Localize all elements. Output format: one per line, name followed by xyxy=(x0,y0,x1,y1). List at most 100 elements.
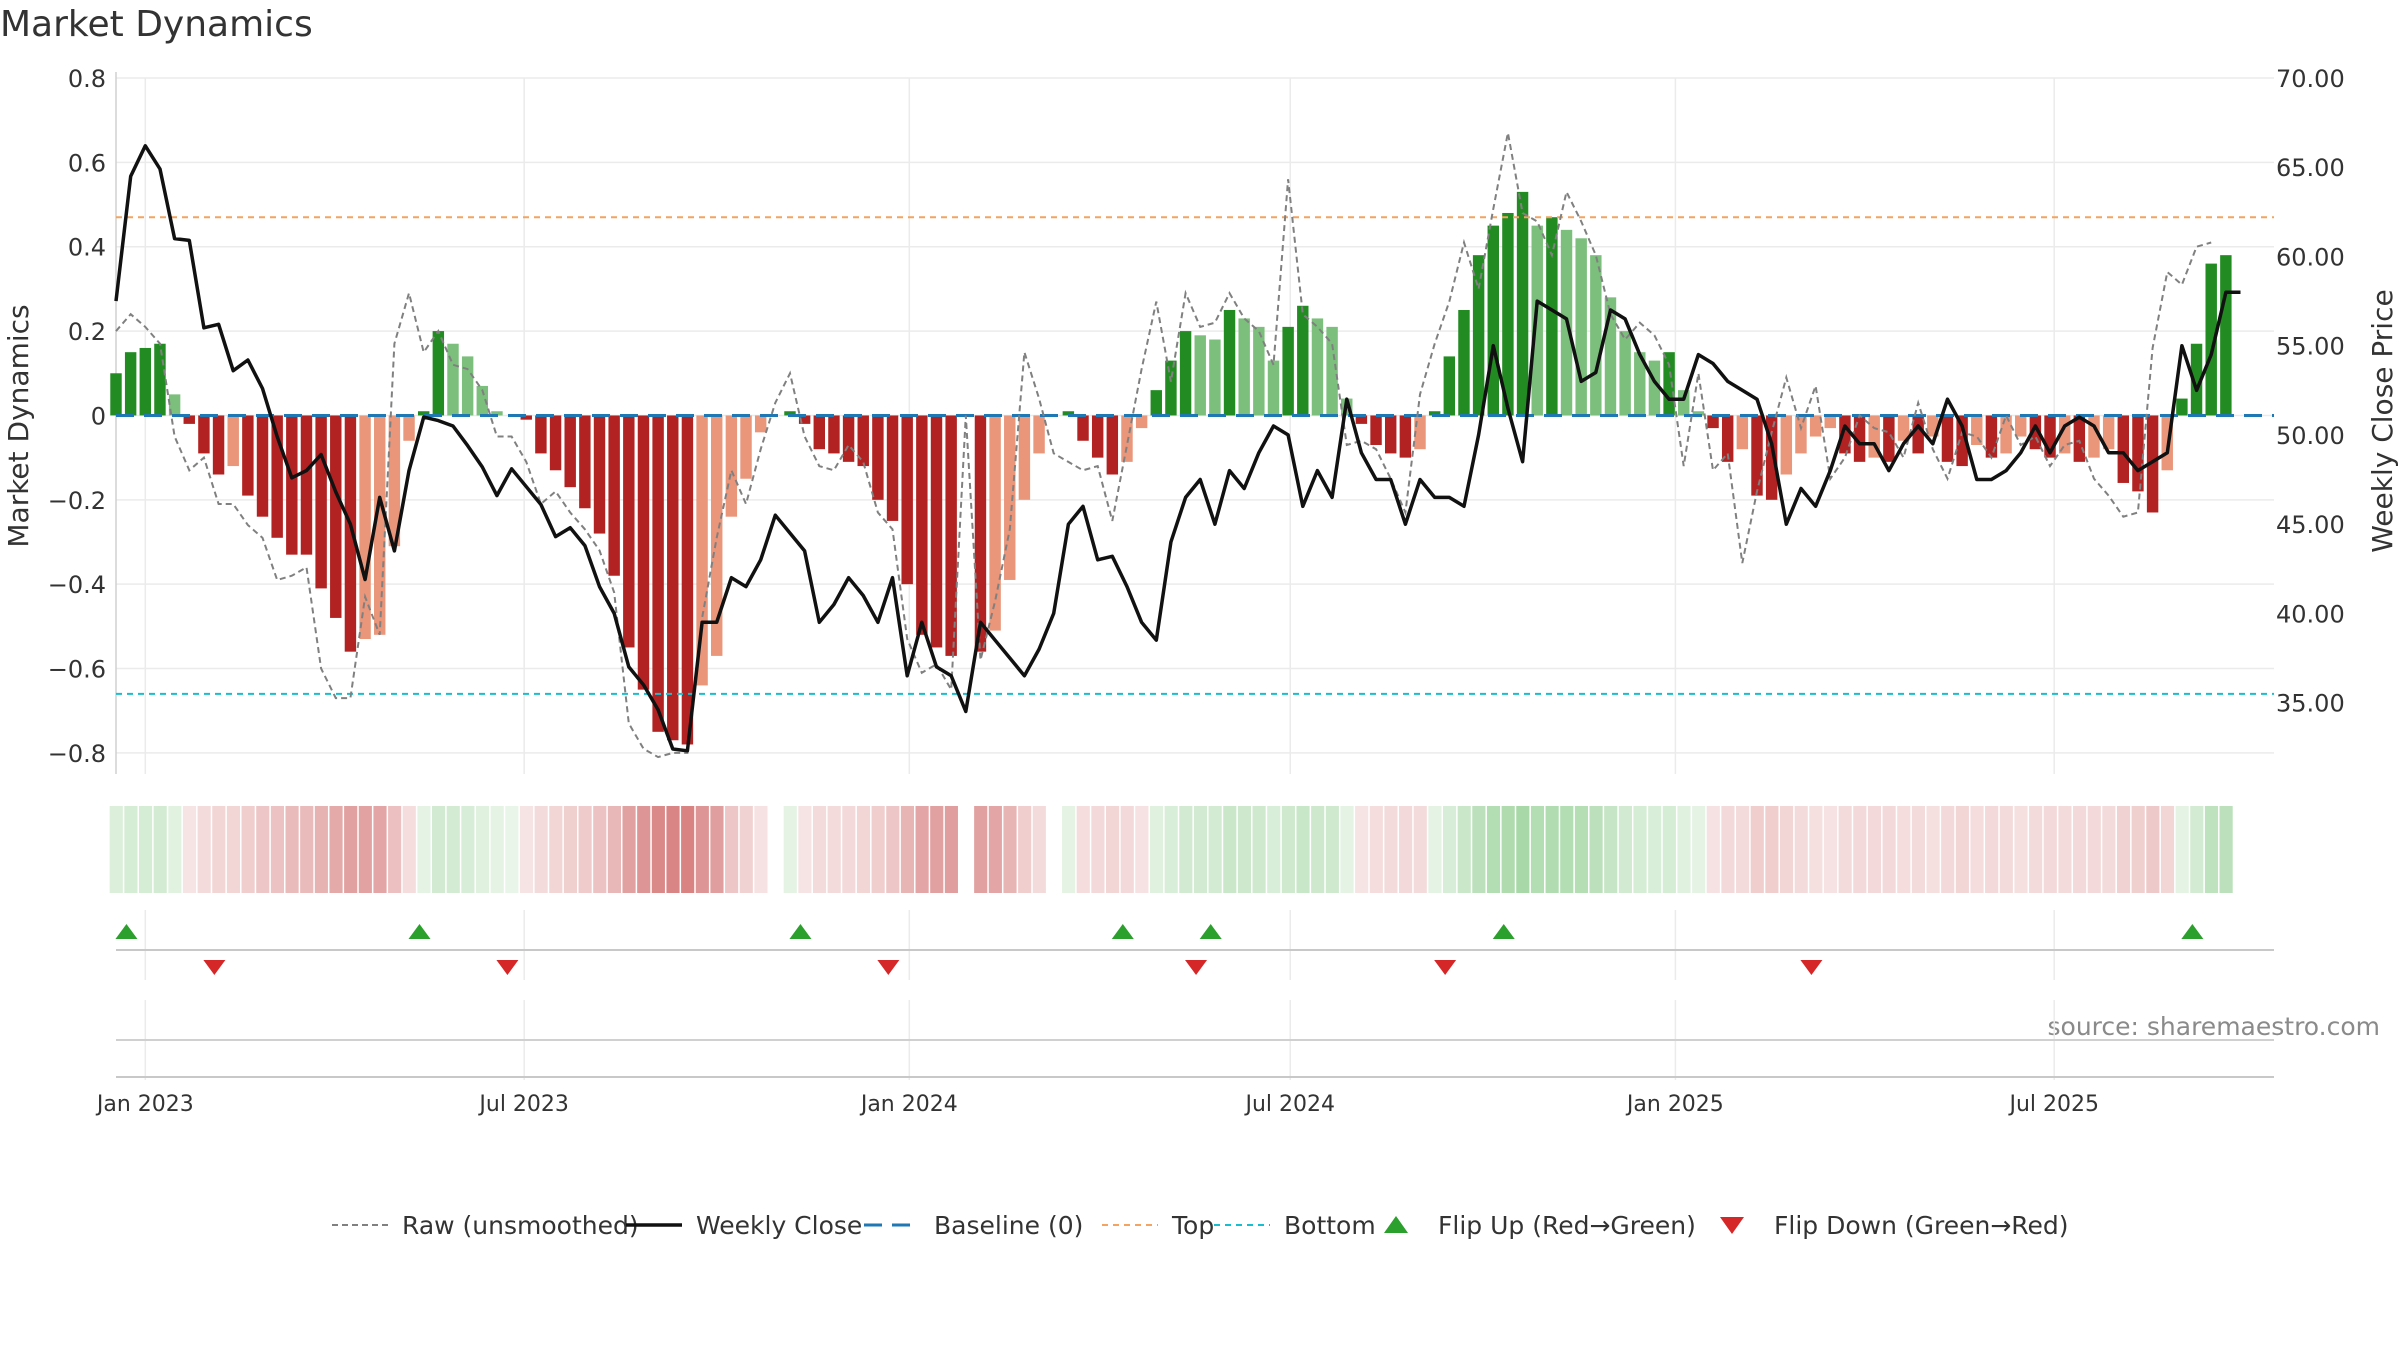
y-tick-label-left: −0.8 xyxy=(48,740,106,768)
momentum-bar xyxy=(447,343,459,416)
heatmap-cell xyxy=(153,806,167,893)
heatmap-cell xyxy=(1970,806,1984,893)
momentum-bar xyxy=(1091,415,1104,458)
heatmap-cell xyxy=(1281,806,1295,893)
momentum-bar xyxy=(1516,191,1529,416)
momentum-bar xyxy=(2205,263,2217,416)
heatmap-cell xyxy=(1486,806,1501,893)
heatmap-cell xyxy=(2175,806,2189,893)
heatmap-cell xyxy=(1179,806,1193,893)
momentum-bar xyxy=(2117,415,2130,483)
momentum-bar xyxy=(1179,331,1192,416)
flip-up-marker xyxy=(2181,924,2204,939)
momentum-bar xyxy=(1370,415,1382,445)
heatmap-cell xyxy=(1897,806,1911,893)
momentum-bar xyxy=(2176,398,2188,416)
heatmap-cell xyxy=(329,806,343,893)
heatmap-cell xyxy=(417,806,431,893)
momentum-bar xyxy=(2058,415,2071,454)
momentum-bar xyxy=(579,415,591,509)
heatmap-cell xyxy=(2029,806,2043,893)
heatmap-cell xyxy=(1311,806,1325,893)
momentum-bar xyxy=(857,415,869,467)
momentum-bar xyxy=(1971,415,1983,445)
momentum-bar xyxy=(784,411,796,416)
heatmap-cell xyxy=(1662,806,1676,893)
heatmap-cell xyxy=(1926,806,1940,893)
y-tick-label-left: 0.6 xyxy=(68,149,106,177)
heatmap-cell xyxy=(1999,806,2013,893)
heatmap-cell xyxy=(666,806,680,893)
x-tick-label: Jul 2024 xyxy=(1243,1092,1335,1117)
heatmap-cell xyxy=(1589,806,1603,893)
momentum-bar xyxy=(1575,238,1587,416)
momentum-bar xyxy=(2000,415,2012,454)
momentum-bar xyxy=(374,415,386,635)
heatmap-cell xyxy=(2087,806,2101,893)
heatmap-cell xyxy=(1091,806,1105,893)
momentum-bar xyxy=(461,356,474,416)
momentum-bar xyxy=(1487,225,1499,416)
heatmap-cell xyxy=(900,806,915,893)
momentum-bar xyxy=(725,415,738,517)
momentum-bar xyxy=(2029,415,2042,450)
heatmap-cell xyxy=(1867,806,1882,893)
momentum-bar xyxy=(1692,411,1705,416)
momentum-bar xyxy=(989,415,1001,631)
momentum-bar xyxy=(623,415,635,648)
momentum-bar xyxy=(2044,415,2056,458)
heatmap-cell xyxy=(1105,806,1120,893)
momentum-bar xyxy=(916,415,928,635)
legend-swatch-flip-up xyxy=(1384,1216,1408,1233)
heatmap-cell xyxy=(1149,806,1164,893)
legend-swatch-flip-down xyxy=(1720,1217,1744,1234)
momentum-bar xyxy=(1546,217,1558,416)
momentum-bar xyxy=(1634,352,1646,416)
heatmap-cell xyxy=(886,806,900,893)
heatmap-cell xyxy=(1076,806,1090,893)
heatmap-cell xyxy=(212,806,226,893)
heatmap-cell xyxy=(2102,806,2116,893)
heatmap-cell xyxy=(695,806,709,893)
momentum-bar xyxy=(886,415,899,521)
y-tick-label-left: −0.2 xyxy=(48,487,106,515)
heatmap-cell xyxy=(856,806,871,893)
flip-up-marker xyxy=(115,924,138,939)
heatmap-cell xyxy=(300,806,314,893)
heatmap-cell xyxy=(1736,806,1750,893)
y-tick-label-left: 0.4 xyxy=(68,234,106,262)
momentum-bar xyxy=(681,415,694,745)
heatmap-cell xyxy=(1677,806,1691,893)
momentum-bar xyxy=(256,415,269,517)
heatmap-cell xyxy=(2146,806,2160,893)
y-tick-label-right: 55.00 xyxy=(2276,333,2345,361)
momentum-bar xyxy=(271,415,283,538)
heatmap-cell xyxy=(1193,806,1208,893)
momentum-bar xyxy=(667,415,679,741)
momentum-bar xyxy=(1472,255,1485,416)
momentum-bar xyxy=(110,373,122,416)
heatmap-cell xyxy=(1882,806,1896,893)
heatmap-cell xyxy=(1384,806,1398,893)
momentum-bar xyxy=(315,415,327,589)
source-note: source: sharemaestro.com xyxy=(2047,1012,2381,1041)
momentum-bar xyxy=(1150,390,1162,416)
heatmap-cell xyxy=(549,806,563,893)
momentum-bar xyxy=(1736,415,1749,450)
momentum-bar xyxy=(901,415,913,585)
momentum-bar xyxy=(1326,326,1338,416)
momentum-bar xyxy=(974,415,987,652)
heatmap-cell xyxy=(490,806,504,893)
y-tick-label-right: 40.00 xyxy=(2276,600,2345,628)
heatmap-cell xyxy=(388,806,402,893)
momentum-bar xyxy=(1619,331,1631,416)
heatmap-cell xyxy=(1765,806,1779,893)
momentum-bar xyxy=(388,415,401,547)
momentum-bar xyxy=(242,415,254,496)
y-tick-label-right: 60.00 xyxy=(2276,243,2345,271)
flip-up-marker xyxy=(1492,924,1515,939)
heatmap-cell xyxy=(1618,806,1632,893)
heatmap-cell xyxy=(2160,806,2175,893)
momentum-bar xyxy=(828,415,840,454)
momentum-bar xyxy=(359,415,371,640)
